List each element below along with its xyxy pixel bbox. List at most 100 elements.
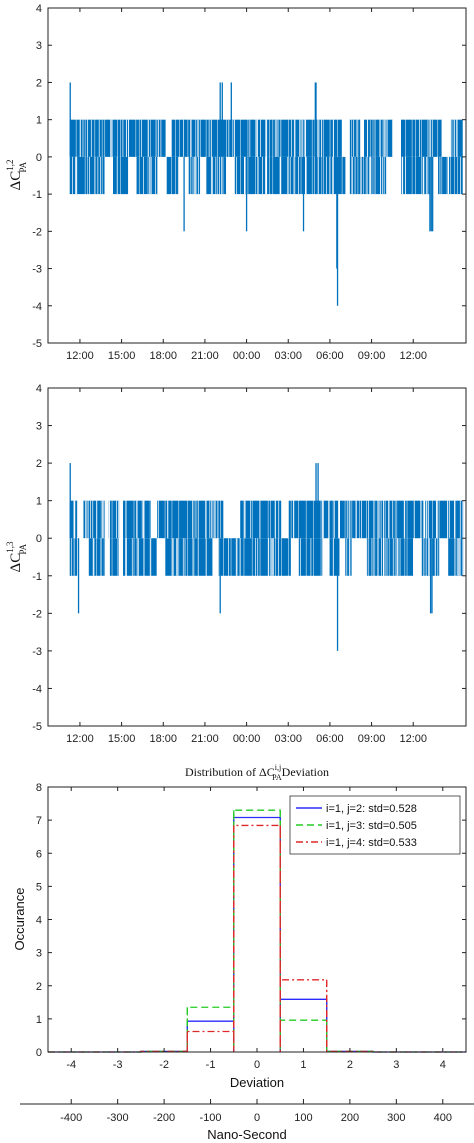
panel-1-data-block-down xyxy=(351,156,358,195)
panel-2-data-block-up xyxy=(385,500,389,539)
panel-1-data-block-up xyxy=(295,119,301,157)
panel-3-x-tick-label: 2 xyxy=(347,1059,353,1071)
panel-1-data-block-down xyxy=(318,156,322,195)
panel-2-data-block-down xyxy=(96,538,101,576)
panel-2-data-block-down xyxy=(70,538,78,576)
panel-2-data-block-down xyxy=(407,538,414,576)
panel-2-data-block-down xyxy=(321,538,323,576)
secondary-axis-tick-label: -300 xyxy=(107,1112,129,1124)
panel-2-data-block-up xyxy=(350,500,352,539)
panel-1-data-block-up xyxy=(128,119,136,157)
panel-2-data-block-down xyxy=(260,538,268,576)
legend-items: i=1, j=2: std=0.528 i=1, j=3: std=0.505 i=… xyxy=(296,803,417,849)
panel-2-data-block-up xyxy=(313,500,321,539)
panel-1-data-block-up xyxy=(405,119,412,157)
secondary-axis-tick-label: 100 xyxy=(294,1112,312,1124)
panel-2-data-block-up xyxy=(288,500,291,539)
panel-2-data-block-up xyxy=(298,500,306,539)
panel-3-y-tick-label: 0 xyxy=(36,1047,42,1059)
panel-2-data-block-up xyxy=(104,500,106,539)
panel-2-data-block-down xyxy=(460,538,463,576)
panel-1-data-block-up xyxy=(267,119,270,157)
panel-2-x-tick-label: 03:00 xyxy=(274,733,302,745)
panel-2-data-block-up xyxy=(165,500,172,539)
panel-2-data-block-down xyxy=(313,538,321,576)
panel-1-data-block-down xyxy=(70,156,76,195)
panel-1-data-block-down xyxy=(117,156,121,195)
panel-2-x-ticks: 12:00 15:00 18:00 21:00 00:00 03:00 06:00 09:00… xyxy=(66,388,427,745)
panel-1-data-block-down xyxy=(211,156,218,195)
panel-1-data-block-up xyxy=(363,119,368,157)
panel-2-y-tick-label: -3 xyxy=(32,646,42,658)
panel-1-data-block-down xyxy=(306,156,312,195)
panel-2-frame xyxy=(47,387,467,727)
panel-1-data-block-up xyxy=(450,119,455,157)
panel-2-data-block-down xyxy=(123,538,126,576)
secondary-axis-label: Nano-Second xyxy=(207,1127,287,1142)
panel-2-data-block-up xyxy=(329,500,333,539)
panel-1-data-block-up xyxy=(211,119,218,157)
panel-1-data-block-down xyxy=(358,156,361,195)
panel-1-data-block-down xyxy=(217,156,227,195)
panel-1-y-tick-label: -4 xyxy=(32,301,42,313)
panel-1-data-block-up xyxy=(280,119,282,157)
panel-3-title-sup: i,j xyxy=(275,763,281,772)
panel-2-data-block-up xyxy=(291,500,299,539)
panel-2-y-tick-label: 2 xyxy=(36,458,42,470)
panel-3-y-tick-label: 7 xyxy=(36,815,42,827)
panel-2-data-block-down xyxy=(134,538,138,576)
panel-2-data-block-down xyxy=(188,538,194,576)
panel-2-data-block-down xyxy=(373,538,375,576)
panel-2-x-tick-label: 21:00 xyxy=(191,733,219,745)
panel-2-data-block-down xyxy=(101,538,104,576)
panel-2-data-block-up xyxy=(389,500,395,539)
panel-1-data-block-up xyxy=(248,119,256,157)
panel-2-y-label-base: ΔC xyxy=(8,553,24,573)
panel-1-x-tick-label: 18:00 xyxy=(149,350,177,362)
panel-3-histogram: Distribution of ΔCi,j PADeviation 0123456… xyxy=(12,763,474,1142)
panel-2-y-ticks: -5 -4 -3 -2 -1 0 1 2 3 4 xyxy=(32,383,466,733)
panel-1-y-ticks: -5 -4 -3 -2 -1 0 1 2 3 4 xyxy=(32,3,466,350)
panel-2-data-block-up xyxy=(352,500,356,539)
panel-1-data-block-down xyxy=(195,156,201,195)
panel-1-data-block-down xyxy=(342,156,346,195)
panel-2-data-block-up xyxy=(112,500,120,539)
panel-2-data-block-down xyxy=(423,538,425,576)
panel-2-data-block-up xyxy=(244,500,252,539)
panel-1-data-block-down xyxy=(360,156,364,195)
panel-3-y-tick-label: 8 xyxy=(36,782,42,794)
panel-1-data-block-down xyxy=(102,156,105,195)
panel-2-data-block-down xyxy=(345,538,350,576)
panel-1-data-block-up xyxy=(105,119,113,157)
panel-2-data-block-down xyxy=(137,538,144,576)
panel-3-y-ticks: 0 1 2 3 4 5 6 7 8 xyxy=(36,782,466,1059)
panel-2-data-block-up xyxy=(426,500,433,539)
panel-1-y-label-base: ΔC xyxy=(8,171,24,191)
secondary-axis-tick-label: 200 xyxy=(341,1112,359,1124)
panel-1-data-block-down xyxy=(112,156,118,195)
panel-3-x-tick-label: 3 xyxy=(393,1059,399,1071)
panel-1-x-ticks: 12:00 15:00 18:00 21:00 00:00 03:00 06:00 09:00… xyxy=(66,8,427,362)
panel-1-data-block-down xyxy=(150,156,158,195)
panel-2-data-block-down xyxy=(462,538,464,576)
panel-2-data-block-up xyxy=(125,500,127,539)
panel-3-y-tick-label: 6 xyxy=(36,848,42,860)
panel-1-data-block-down xyxy=(288,156,294,195)
panel-1-y-label-sup: 1,2 xyxy=(5,160,15,171)
panel-2-data-block-up xyxy=(375,500,378,539)
legend-label-2: i=1, j=3: std=0.505 xyxy=(326,820,417,832)
panel-2-y-tick-label: 4 xyxy=(36,383,42,395)
panel-1-data-block-down xyxy=(322,156,324,195)
panel-2-y-tick-label: 1 xyxy=(36,496,42,508)
panel-2-y-tick-label: -2 xyxy=(32,608,42,620)
panel-2-data-block-up xyxy=(366,500,374,539)
panel-2-y-tick-label: 0 xyxy=(36,533,42,545)
panel-1-data-block-down xyxy=(454,156,458,195)
panel-2-data-block-down xyxy=(375,538,378,576)
panel-1-data-block-up xyxy=(175,119,180,157)
secondary-axis-tick-label: -200 xyxy=(153,1112,175,1124)
panel-1-data-block-up xyxy=(188,119,191,157)
panel-3-x-tick-label: -1 xyxy=(206,1059,216,1071)
panel-1-data-block-down xyxy=(257,156,266,195)
panel-1-data-block-up xyxy=(367,119,370,157)
